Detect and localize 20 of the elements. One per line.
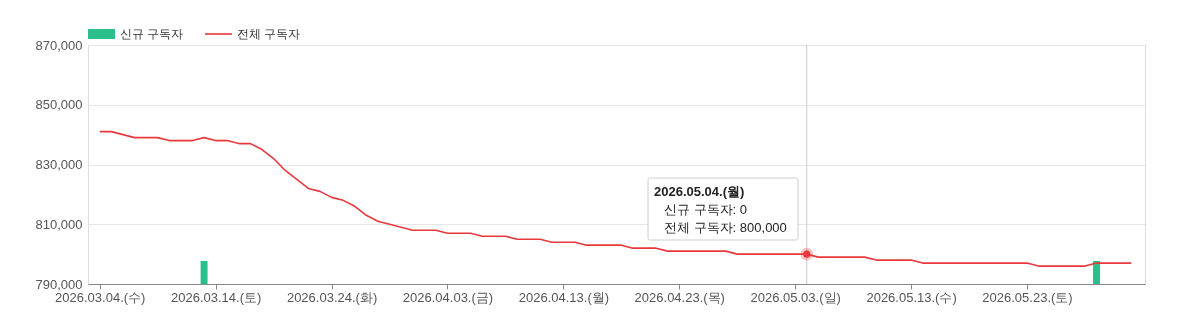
y-tick-label: 810,000 [35,216,83,232]
x-tick-label: 2026.03.14.(토) [170,289,262,305]
x-tick-label: 2026.04.23.(목) [634,289,725,305]
legend-label: 신규 구독자 [120,27,184,41]
legend-label: 전체 구독자 [237,27,301,41]
annotation: 2026.05.04.(월) [654,184,745,199]
x-tick-label: 2026.04.13.(월) [518,289,610,305]
y-tick-label: 830,000 [35,157,83,172]
y-tick-label: 870,000 [35,37,83,53]
x-tick-label: 2026.03.24.(화) [286,289,378,305]
y-tick-label: 790,000 [35,276,83,292]
y-tick-label: 850,000 [35,97,83,113]
line-series [98,130,1133,267]
x-tick-label: 2026.05.23.(토) [982,289,1073,305]
x-tick-label: 2026.05.03.(일) [750,289,841,305]
annotation: 신규 구독자: 0 [664,202,748,217]
x-tick-label: 2026.04.03.(금) [402,289,494,305]
x-tick-label: 2026.05.13.(수) [866,289,957,305]
annotation: 전체 구독자: 800,000 [664,220,787,235]
x-tick-label: 2026.03.04.(수) [55,289,146,305]
